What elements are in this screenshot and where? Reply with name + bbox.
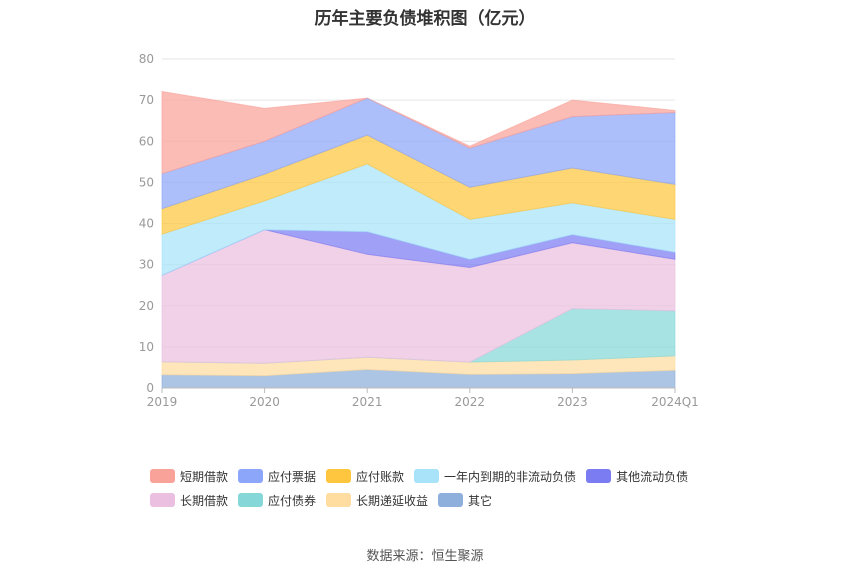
x-tick-label: 2022 (455, 395, 486, 409)
y-tick-label: 50 (139, 175, 154, 189)
legend-swatch (326, 469, 352, 483)
x-tick-label: 2023 (557, 395, 588, 409)
legend-item[interactable]: 应付票据 (238, 468, 316, 484)
legend-item[interactable]: 应付债券 (238, 492, 316, 508)
y-tick-label: 40 (139, 217, 154, 231)
legend-label: 一年内到期的非流动负债 (444, 469, 577, 484)
legend-label: 应付账款 (356, 469, 405, 484)
legend-label: 应付票据 (268, 469, 317, 484)
legend-label: 长期递延收益 (356, 493, 429, 508)
legend-label: 其他流动负债 (616, 469, 689, 484)
legend-item[interactable]: 短期借款 (150, 468, 228, 484)
legend-item[interactable]: 长期递延收益 (326, 492, 428, 508)
y-tick-label: 80 (139, 52, 154, 66)
legend-label: 应付债券 (268, 493, 317, 508)
area-series-8 (161, 90, 676, 175)
x-tick-label: 2024Q1 (651, 395, 699, 409)
x-tick-label: 2019 (147, 395, 178, 409)
legend: 短期借款 应付票据 应付账款 一年内到期的非流动负债 其他流动负债长期借款 应付债券 长期递… (150, 468, 710, 516)
x-tick-label: 2021 (352, 395, 383, 409)
y-tick-label: 0 (146, 381, 154, 395)
legend-item[interactable]: 应付账款 (326, 468, 404, 484)
legend-label: 其它 (468, 493, 493, 508)
legend-item[interactable]: 其他流动负债 (586, 468, 688, 484)
legend-swatch (414, 469, 440, 483)
area-series (161, 90, 676, 389)
legend-label: 长期借款 (180, 493, 229, 508)
legend-item[interactable]: 一年内到期的非流动负债 (414, 468, 576, 484)
y-tick-label: 60 (139, 134, 154, 148)
legend-swatch (326, 493, 352, 507)
legend-label: 短期借款 (180, 469, 229, 484)
chart-title: 历年主要负债堆积图（亿元） (314, 9, 536, 29)
legend-swatch (438, 493, 464, 507)
legend-swatch (586, 469, 612, 483)
y-tick-label: 20 (139, 299, 154, 313)
legend-item[interactable]: 长期借款 (150, 492, 228, 508)
legend-swatch (238, 493, 264, 507)
y-tick-label: 70 (139, 93, 154, 107)
legend-swatch (150, 493, 175, 507)
y-tick-label: 30 (139, 258, 154, 272)
x-tick-label: 2020 (249, 395, 280, 409)
source-note: 数据来源：恒生聚源 (366, 549, 484, 564)
legend-swatch (238, 469, 264, 483)
y-tick-label: 10 (139, 340, 154, 354)
legend-item[interactable]: 其它 (438, 492, 492, 508)
legend-swatch (150, 469, 175, 483)
axes: 0 10 20 30 40 50 60 70 80 2019 2020 2021 2022 2023 202… (139, 52, 699, 409)
